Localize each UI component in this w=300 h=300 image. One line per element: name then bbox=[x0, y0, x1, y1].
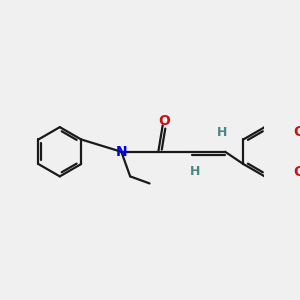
Text: O: O bbox=[293, 124, 300, 139]
Text: H: H bbox=[190, 165, 200, 178]
Text: O: O bbox=[293, 165, 300, 179]
Text: H: H bbox=[216, 126, 227, 139]
Text: N: N bbox=[116, 145, 127, 159]
Text: O: O bbox=[158, 114, 170, 128]
